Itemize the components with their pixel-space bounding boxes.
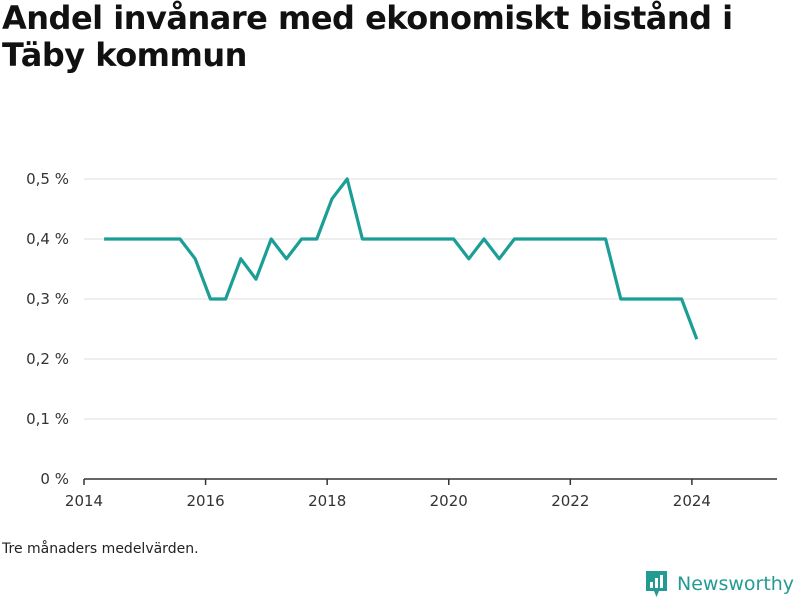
brand-name: Newsworthy bbox=[677, 573, 795, 595]
x-tick-label: 2024 bbox=[673, 492, 711, 510]
chart-title: Andel invånare med ekonomiskt bistånd i … bbox=[2, 0, 733, 74]
x-tick-label: 2020 bbox=[430, 492, 468, 510]
y-tick-label: 0 % bbox=[40, 470, 69, 488]
x-tick-label: 2018 bbox=[308, 492, 346, 510]
y-tick-label: 0,2 % bbox=[26, 350, 69, 368]
x-tick-labels: 2014 2016 2018 2020 2022 2024 bbox=[65, 492, 711, 510]
brand[interactable]: Newsworthy bbox=[644, 569, 794, 599]
newsworthy-logo-icon bbox=[646, 571, 667, 597]
y-tick-label: 0,4 % bbox=[26, 230, 69, 248]
chart-note: Tre månaders medelvärden. bbox=[2, 541, 199, 557]
x-ticks bbox=[83, 479, 693, 485]
y-tick-label: 0,5 % bbox=[26, 170, 69, 188]
x-tick-label: 2014 bbox=[65, 492, 103, 510]
y-tick-label: 0,3 % bbox=[26, 290, 69, 308]
y-tick-label: 0,1 % bbox=[26, 410, 69, 428]
x-tick-label: 2022 bbox=[551, 492, 589, 510]
y-tick-labels: 0 % 0,1 % 0,2 % 0,3 % 0,4 % 0,5 % bbox=[26, 170, 69, 488]
x-tick-label: 2016 bbox=[186, 492, 224, 510]
series-line bbox=[104, 177, 699, 340]
